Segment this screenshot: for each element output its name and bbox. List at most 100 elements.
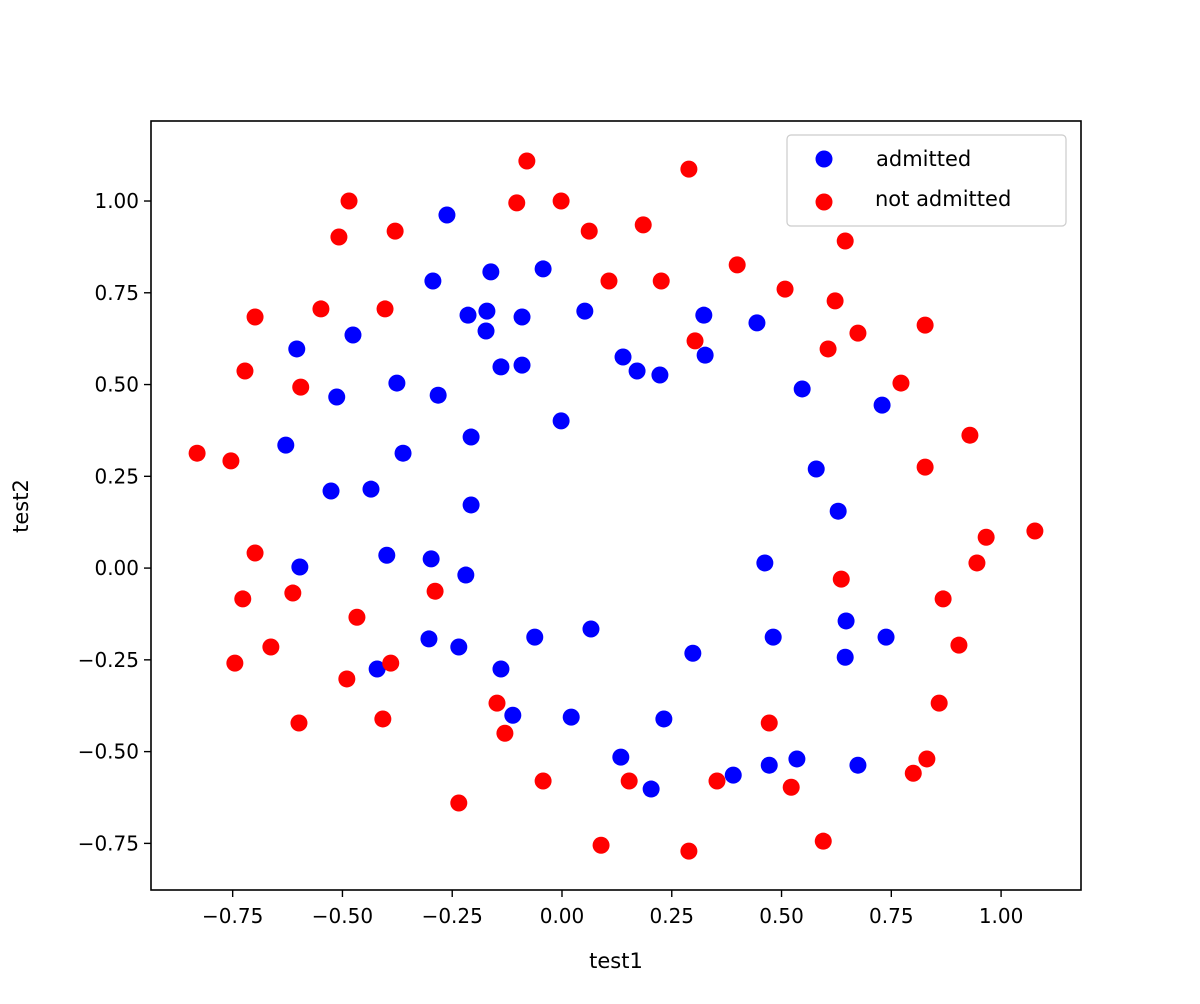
admitted-point	[492, 358, 510, 376]
x-tick-label: 0.50	[759, 904, 804, 928]
admitted-point	[534, 260, 552, 278]
admitted-point	[756, 554, 774, 572]
not-admitted-point	[592, 836, 610, 854]
admitted-point	[748, 314, 766, 332]
not-admitted-point	[904, 764, 922, 782]
admitted-point	[562, 708, 580, 726]
not-admitted-point	[534, 772, 552, 790]
not-admitted-point	[246, 308, 264, 326]
not-admitted-point	[338, 670, 356, 688]
not-admitted-point	[918, 750, 936, 768]
not-admitted-point	[236, 362, 254, 380]
admitted-point	[424, 272, 442, 290]
not-admitted-point	[450, 794, 468, 812]
not-admitted-point	[934, 590, 952, 608]
x-tick-label: 0.00	[540, 904, 585, 928]
not-admitted-point	[488, 694, 506, 712]
admitted-point	[450, 638, 468, 656]
not-admitted-point	[376, 300, 394, 318]
not-admitted-point	[246, 544, 264, 562]
y-tick-label: 0.00	[94, 556, 139, 580]
admitted-point	[291, 558, 309, 576]
not-admitted-point	[426, 582, 444, 600]
admitted-point	[368, 660, 386, 678]
admitted-point	[788, 750, 806, 768]
not-admitted-point	[634, 216, 652, 234]
not-admitted-point	[680, 842, 698, 860]
admitted-point	[684, 644, 702, 662]
admitted-point	[462, 496, 480, 514]
not-admitted-point	[832, 570, 850, 588]
x-tick-label: 0.75	[869, 904, 914, 928]
admitted-point	[655, 710, 673, 728]
x-tick-label: 0.25	[649, 904, 694, 928]
not-admitted-point	[977, 528, 995, 546]
not-admitted-point	[728, 256, 746, 274]
admitted-point	[873, 396, 891, 414]
not-admitted-point	[814, 832, 832, 850]
x-tick-label: 1.00	[979, 904, 1024, 928]
admitted-point	[724, 766, 742, 784]
not-admitted-point	[496, 724, 514, 742]
admitted-point	[612, 748, 630, 766]
not-admitted-point	[234, 590, 252, 608]
not-admitted-point	[290, 714, 308, 732]
legend-marker-not-admitted	[815, 193, 833, 211]
admitted-point	[628, 362, 646, 380]
legend-label-not-admitted: not admitted	[875, 187, 1011, 211]
admitted-point	[457, 566, 475, 584]
not-admitted-point	[348, 608, 366, 626]
y-tick-label: 1.00	[94, 189, 139, 213]
admitted-point	[492, 660, 510, 678]
not-admitted-point	[686, 332, 704, 350]
admitted-point	[462, 428, 480, 446]
admitted-point	[793, 380, 811, 398]
legend: admitted not admitted	[786, 134, 1067, 227]
admitted-point	[582, 620, 600, 638]
admitted-point	[837, 612, 855, 630]
admitted-point	[552, 412, 570, 430]
admitted-point	[836, 648, 854, 666]
not-admitted-point	[284, 584, 302, 602]
legend-marker-admitted	[815, 150, 833, 168]
x-axis: −0.75 −0.50 −0.25 0.00 0.25 0.50 0.75 1.00	[202, 890, 1023, 928]
y-axis-label: test2	[9, 479, 33, 533]
x-tick-label: −0.25	[422, 904, 483, 928]
not-admitted-point	[961, 426, 979, 444]
admitted-point	[378, 546, 396, 564]
not-admitted-point	[782, 778, 800, 796]
not-admitted-point	[508, 194, 526, 212]
not-admitted-point	[580, 222, 598, 240]
not-admitted-point	[916, 458, 934, 476]
not-admitted-point	[930, 694, 948, 712]
admitted-point	[695, 306, 713, 324]
not-admitted-point	[620, 772, 638, 790]
not-admitted-point	[222, 452, 240, 470]
x-tick-label: −0.50	[312, 904, 373, 928]
not-admitted-point	[340, 192, 358, 210]
admitted-point	[576, 302, 594, 320]
admitted-point	[277, 436, 295, 454]
legend-box	[786, 134, 1067, 227]
not-admitted-point	[892, 374, 910, 392]
not-admitted-point	[292, 378, 310, 396]
not-admitted-point	[652, 272, 670, 290]
admitted-point	[642, 780, 660, 798]
admitted-point	[477, 322, 495, 340]
admitted-point	[513, 308, 531, 326]
admitted-point	[459, 306, 477, 324]
admitted-point	[829, 502, 847, 520]
admitted-point	[322, 482, 340, 500]
not-admitted-point	[1026, 522, 1044, 540]
not-admitted-point	[552, 192, 570, 210]
not-admitted-point	[518, 152, 536, 170]
y-tick-label: −0.50	[78, 740, 139, 764]
not-admitted-point	[826, 292, 844, 310]
admitted-point	[526, 628, 544, 646]
admitted-point	[513, 356, 531, 374]
admitted-point	[614, 348, 632, 366]
admitted-point	[760, 756, 778, 774]
admitted-point	[394, 444, 412, 462]
admitted-point	[422, 550, 440, 568]
